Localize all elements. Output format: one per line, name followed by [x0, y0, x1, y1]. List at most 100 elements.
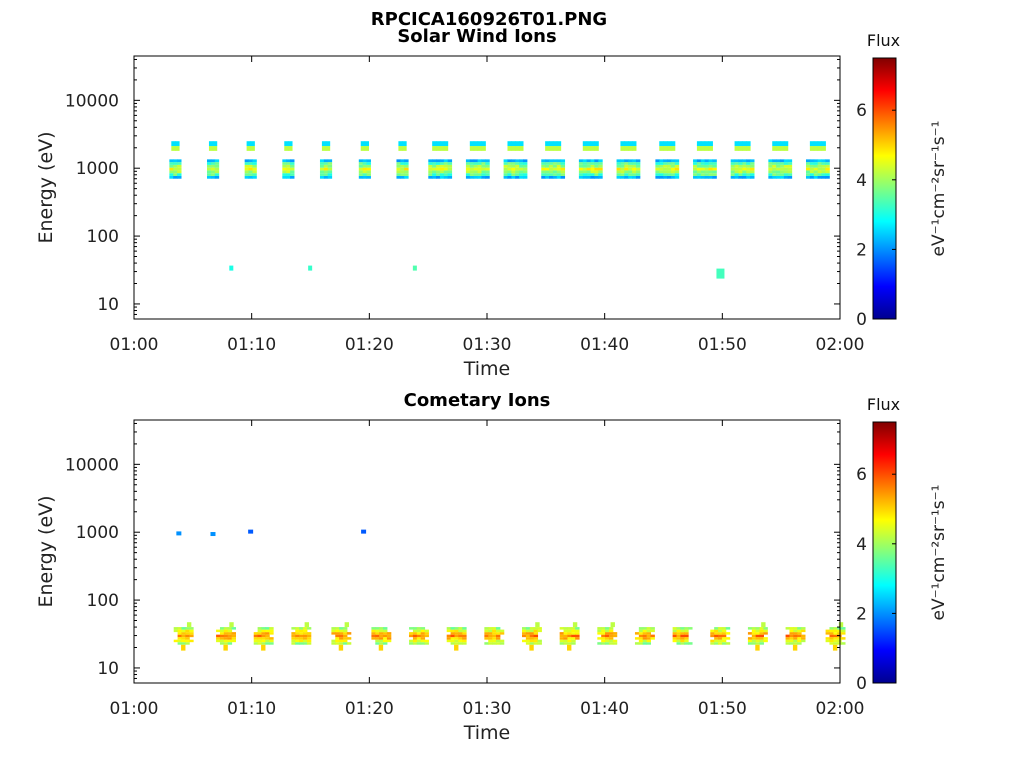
- data-cell: [672, 627, 678, 630]
- data-cell: [181, 632, 186, 635]
- data-cell: [567, 637, 572, 640]
- data-cell: [598, 175, 603, 179]
- data-cell: [303, 634, 308, 638]
- data-cell: [454, 627, 459, 630]
- data-cell: [291, 634, 296, 638]
- data-cell: [450, 637, 455, 640]
- data-cell: [432, 167, 437, 171]
- data-cell: [670, 164, 676, 168]
- data-cell: [721, 629, 727, 633]
- data-cell: [175, 146, 180, 151]
- data-cell: [655, 159, 660, 163]
- y-tick-label: 100: [87, 591, 119, 611]
- data-cell: [797, 632, 802, 635]
- data-cell: [252, 164, 257, 168]
- data-cell: [519, 173, 524, 176]
- data-cell: [809, 164, 815, 168]
- data-cell: [628, 159, 633, 163]
- data-cell: [605, 637, 610, 640]
- data-point: [308, 265, 313, 271]
- data-cell: [223, 639, 229, 643]
- data-cell: [496, 637, 501, 640]
- data-cell: [420, 642, 426, 645]
- data-cell: [481, 146, 486, 151]
- data-cell: [785, 642, 790, 645]
- data-cell: [813, 173, 819, 176]
- data-cell: [515, 162, 520, 165]
- data-cell: [667, 167, 672, 171]
- plot-frame: [133, 55, 841, 320]
- data-cell: [704, 173, 710, 176]
- data-cell: [261, 637, 266, 640]
- data-cell: [620, 162, 625, 165]
- data-cell: [447, 167, 453, 171]
- data-cell: [265, 632, 270, 635]
- data-cell: [379, 639, 384, 643]
- data-cell: [379, 627, 384, 630]
- data-cell: [821, 164, 826, 168]
- data-cell: [684, 639, 689, 643]
- data-cell: [632, 167, 637, 171]
- data-cell: [734, 159, 739, 163]
- data-cell: [436, 167, 441, 171]
- data-cell: [477, 175, 482, 179]
- data-cell: [485, 175, 490, 179]
- x-tick-label: 01:00: [110, 335, 159, 355]
- data-cell: [730, 173, 736, 176]
- data-cell: [339, 642, 344, 645]
- data-cell: [783, 164, 789, 168]
- data-cell: [667, 146, 672, 151]
- data-cell: [663, 173, 668, 176]
- data-cell: [785, 634, 790, 638]
- data-cell: [507, 159, 512, 163]
- data-cell: [432, 173, 437, 176]
- data-cell: [559, 627, 565, 630]
- data-cell: [207, 159, 212, 163]
- data-cell: [759, 632, 764, 635]
- data-cell: [710, 642, 715, 645]
- data-cell: [248, 162, 253, 165]
- data-cell: [578, 162, 584, 165]
- data-cell: [458, 634, 463, 638]
- data-cell: [469, 164, 475, 168]
- data-cell: [439, 170, 445, 174]
- data-cell: [252, 170, 257, 174]
- data-cell: [366, 173, 371, 176]
- data-cell: [177, 164, 182, 168]
- data-cell: [747, 637, 753, 640]
- data-cell: [339, 629, 344, 633]
- data-cell: [789, 634, 794, 638]
- data-cell: [549, 173, 554, 176]
- data-cell: [439, 175, 445, 179]
- data-cell: [779, 162, 785, 165]
- data-cell: [428, 159, 433, 163]
- data-cell: [261, 642, 266, 645]
- data-cell: [529, 634, 535, 638]
- data-cell: [783, 141, 789, 147]
- data-cell: [481, 141, 486, 147]
- data-cell: [750, 162, 755, 165]
- data-cell: [680, 629, 685, 633]
- data-cell: [319, 173, 325, 176]
- data-cell: [672, 639, 678, 643]
- data-cell: [488, 637, 493, 640]
- data-cell: [488, 627, 493, 630]
- data-cell: [432, 141, 437, 147]
- data-cell: [447, 159, 453, 163]
- data-cell: [303, 637, 308, 640]
- data-cell: [469, 146, 475, 151]
- data-cell: [404, 173, 409, 176]
- data-cell: [712, 167, 717, 171]
- data-point: [229, 265, 234, 271]
- data-cell: [169, 167, 174, 171]
- data-cell: [751, 632, 757, 635]
- data-cell: [776, 159, 781, 163]
- data-cell: [492, 639, 497, 643]
- data-cell: [704, 175, 710, 179]
- data-cell: [628, 164, 633, 168]
- data-cell: [650, 629, 655, 633]
- data-cell: [801, 629, 806, 633]
- data-cell: [511, 173, 516, 176]
- data-cell: [216, 637, 221, 640]
- data-cell: [282, 175, 287, 179]
